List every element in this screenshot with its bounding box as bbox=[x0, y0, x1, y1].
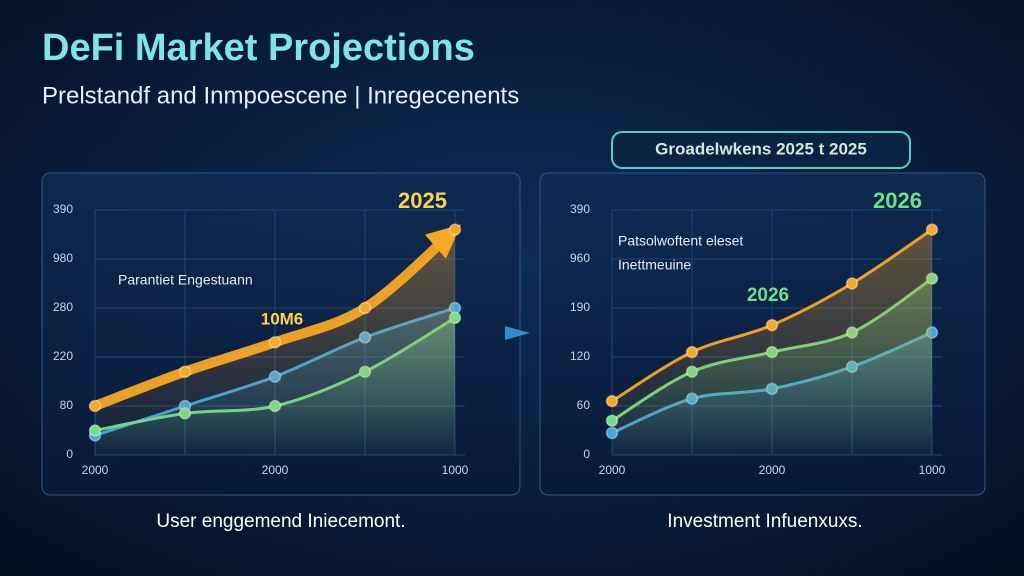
x-tick-label: 2000 bbox=[82, 463, 109, 477]
annotation: Parantiet Engestuann bbox=[118, 272, 253, 288]
point bbox=[765, 318, 779, 332]
x-tick-label: 2000 bbox=[599, 463, 626, 477]
annotation: 2026 bbox=[747, 285, 789, 306]
point bbox=[925, 223, 939, 236]
y-tick-label: 980 bbox=[53, 251, 73, 265]
caption: Investment Infuenxuxs. bbox=[667, 511, 862, 532]
annotation: Inettmeuine bbox=[618, 257, 691, 273]
x-tick-label: 2000 bbox=[759, 463, 786, 477]
page-title: DeFi Market Projections bbox=[42, 27, 475, 69]
y-tick-label: 190 bbox=[570, 300, 590, 314]
y-tick-label: 120 bbox=[570, 349, 590, 363]
point bbox=[605, 394, 619, 408]
point bbox=[268, 336, 282, 349]
point bbox=[845, 277, 859, 290]
pill bbox=[611, 131, 911, 169]
point bbox=[685, 345, 699, 359]
point bbox=[178, 365, 192, 378]
y-tick-label: 0 bbox=[66, 447, 73, 461]
annotation: Patsolwoftent eleset bbox=[618, 233, 743, 249]
point bbox=[448, 223, 462, 236]
x-tick-label: 1000 bbox=[919, 463, 946, 477]
y-tick-label: 80 bbox=[60, 398, 74, 412]
point bbox=[358, 301, 372, 315]
y-tick-label: 390 bbox=[570, 202, 590, 216]
pill-label: Groadelwkens 2025 t 2025 bbox=[655, 139, 867, 158]
y-tick-label: 60 bbox=[577, 398, 591, 412]
y-tick-label: 390 bbox=[53, 202, 73, 216]
y-tick-label: 280 bbox=[53, 300, 73, 314]
y-tick-label: 0 bbox=[583, 447, 590, 461]
badge: 2025 bbox=[398, 188, 447, 213]
y-tick-label: 220 bbox=[53, 349, 73, 363]
point bbox=[88, 399, 102, 413]
annotation: 10M6 bbox=[261, 309, 304, 328]
y-tick-label: 960 bbox=[570, 251, 590, 265]
x-tick-label: 2000 bbox=[262, 463, 289, 477]
x-tick-label: 1000 bbox=[442, 463, 469, 477]
badge: 2026 bbox=[873, 188, 922, 213]
arrow bbox=[505, 326, 530, 340]
caption: User enggemend Iniecemont. bbox=[156, 511, 405, 532]
page-subtitle: Prelstandf and Inmpoescene | Inregecenen… bbox=[42, 82, 519, 109]
